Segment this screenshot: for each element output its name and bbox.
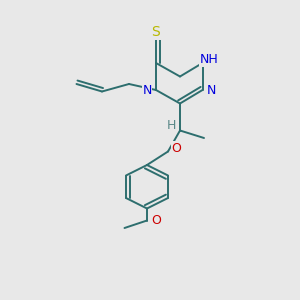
Text: O: O [172,142,181,155]
Text: NH: NH [200,53,218,66]
Text: N: N [142,83,152,97]
Text: H: H [166,118,176,132]
Text: S: S [152,26,160,39]
Text: N: N [207,83,216,97]
Text: O: O [151,214,161,227]
